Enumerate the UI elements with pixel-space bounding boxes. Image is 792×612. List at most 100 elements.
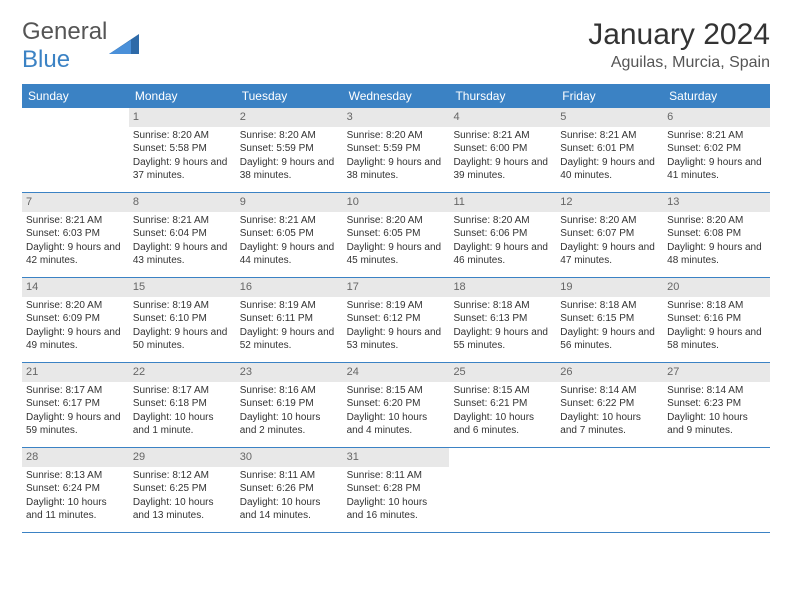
day-cell: 7Sunrise: 8:21 AMSunset: 6:03 PMDaylight… (22, 193, 129, 277)
sunrise-text: Sunrise: 8:14 AM (560, 384, 659, 398)
daylight-text: Daylight: 9 hours and 50 minutes. (133, 326, 232, 353)
sunset-text: Sunset: 6:11 PM (240, 312, 339, 326)
day-content: Sunrise: 8:18 AMSunset: 6:13 PMDaylight:… (449, 297, 556, 357)
sunset-text: Sunset: 6:18 PM (133, 397, 232, 411)
day-number: 1 (129, 108, 236, 127)
daylight-text: Daylight: 9 hours and 55 minutes. (453, 326, 552, 353)
day-cell: 6Sunrise: 8:21 AMSunset: 6:02 PMDaylight… (663, 108, 770, 192)
day-content (663, 452, 770, 512)
day-cell: 10Sunrise: 8:20 AMSunset: 6:05 PMDayligh… (343, 193, 450, 277)
daylight-text: Daylight: 9 hours and 48 minutes. (667, 241, 766, 268)
day-number: 18 (449, 278, 556, 297)
day-cell: 19Sunrise: 8:18 AMSunset: 6:15 PMDayligh… (556, 278, 663, 362)
day-cell: 2Sunrise: 8:20 AMSunset: 5:59 PMDaylight… (236, 108, 343, 192)
day-number: 23 (236, 363, 343, 382)
day-cell: 21Sunrise: 8:17 AMSunset: 6:17 PMDayligh… (22, 363, 129, 447)
sunrise-text: Sunrise: 8:19 AM (133, 299, 232, 313)
logo-text-2: Blue (22, 46, 70, 73)
sunrise-text: Sunrise: 8:12 AM (133, 469, 232, 483)
daylight-text: Daylight: 10 hours and 6 minutes. (453, 411, 552, 438)
day-number: 29 (129, 448, 236, 467)
day-number: 14 (22, 278, 129, 297)
weekday-header: Friday (556, 84, 663, 108)
day-number: 21 (22, 363, 129, 382)
day-cell: 11Sunrise: 8:20 AMSunset: 6:06 PMDayligh… (449, 193, 556, 277)
day-content: Sunrise: 8:20 AMSunset: 5:59 PMDaylight:… (343, 127, 450, 187)
daylight-text: Daylight: 10 hours and 14 minutes. (240, 496, 339, 523)
sunset-text: Sunset: 5:58 PM (133, 142, 232, 156)
day-cell (556, 448, 663, 532)
daylight-text: Daylight: 10 hours and 2 minutes. (240, 411, 339, 438)
day-number: 8 (129, 193, 236, 212)
day-cell: 8Sunrise: 8:21 AMSunset: 6:04 PMDaylight… (129, 193, 236, 277)
sunset-text: Sunset: 5:59 PM (240, 142, 339, 156)
day-cell: 31Sunrise: 8:11 AMSunset: 6:28 PMDayligh… (343, 448, 450, 532)
logo: General Blue (22, 18, 143, 74)
day-content (556, 452, 663, 512)
daylight-text: Daylight: 9 hours and 44 minutes. (240, 241, 339, 268)
day-cell: 23Sunrise: 8:16 AMSunset: 6:19 PMDayligh… (236, 363, 343, 447)
day-cell: 26Sunrise: 8:14 AMSunset: 6:22 PMDayligh… (556, 363, 663, 447)
day-number: 24 (343, 363, 450, 382)
daylight-text: Daylight: 10 hours and 16 minutes. (347, 496, 446, 523)
day-content: Sunrise: 8:20 AMSunset: 5:58 PMDaylight:… (129, 127, 236, 187)
sunset-text: Sunset: 6:07 PM (560, 227, 659, 241)
week-row: 1Sunrise: 8:20 AMSunset: 5:58 PMDaylight… (22, 108, 770, 193)
day-content: Sunrise: 8:15 AMSunset: 6:20 PMDaylight:… (343, 382, 450, 442)
sunrise-text: Sunrise: 8:20 AM (133, 129, 232, 143)
day-number: 4 (449, 108, 556, 127)
day-content: Sunrise: 8:21 AMSunset: 6:04 PMDaylight:… (129, 212, 236, 272)
day-number: 9 (236, 193, 343, 212)
calendar: SundayMondayTuesdayWednesdayThursdayFrid… (22, 84, 770, 533)
week-row: 28Sunrise: 8:13 AMSunset: 6:24 PMDayligh… (22, 448, 770, 533)
daylight-text: Daylight: 9 hours and 56 minutes. (560, 326, 659, 353)
daylight-text: Daylight: 9 hours and 59 minutes. (26, 411, 125, 438)
sunset-text: Sunset: 6:06 PM (453, 227, 552, 241)
sunset-text: Sunset: 6:00 PM (453, 142, 552, 156)
day-cell (449, 448, 556, 532)
sunset-text: Sunset: 5:59 PM (347, 142, 446, 156)
daylight-text: Daylight: 9 hours and 43 minutes. (133, 241, 232, 268)
day-number: 5 (556, 108, 663, 127)
sunrise-text: Sunrise: 8:19 AM (347, 299, 446, 313)
day-number: 20 (663, 278, 770, 297)
daylight-text: Daylight: 9 hours and 49 minutes. (26, 326, 125, 353)
day-content: Sunrise: 8:12 AMSunset: 6:25 PMDaylight:… (129, 467, 236, 527)
sunrise-text: Sunrise: 8:13 AM (26, 469, 125, 483)
day-number: 26 (556, 363, 663, 382)
weekday-header: Saturday (663, 84, 770, 108)
sunrise-text: Sunrise: 8:15 AM (453, 384, 552, 398)
sunrise-text: Sunrise: 8:20 AM (347, 214, 446, 228)
sunrise-text: Sunrise: 8:16 AM (240, 384, 339, 398)
day-cell: 25Sunrise: 8:15 AMSunset: 6:21 PMDayligh… (449, 363, 556, 447)
sunrise-text: Sunrise: 8:21 AM (133, 214, 232, 228)
sunrise-text: Sunrise: 8:20 AM (453, 214, 552, 228)
weekday-header: Tuesday (236, 84, 343, 108)
day-cell: 12Sunrise: 8:20 AMSunset: 6:07 PMDayligh… (556, 193, 663, 277)
sunset-text: Sunset: 6:23 PM (667, 397, 766, 411)
sunset-text: Sunset: 6:12 PM (347, 312, 446, 326)
day-content (22, 112, 129, 172)
sunset-text: Sunset: 6:15 PM (560, 312, 659, 326)
day-content: Sunrise: 8:19 AMSunset: 6:12 PMDaylight:… (343, 297, 450, 357)
day-cell: 29Sunrise: 8:12 AMSunset: 6:25 PMDayligh… (129, 448, 236, 532)
sunset-text: Sunset: 6:22 PM (560, 397, 659, 411)
day-cell: 27Sunrise: 8:14 AMSunset: 6:23 PMDayligh… (663, 363, 770, 447)
day-number: 2 (236, 108, 343, 127)
sunrise-text: Sunrise: 8:19 AM (240, 299, 339, 313)
sunrise-text: Sunrise: 8:11 AM (240, 469, 339, 483)
day-cell: 5Sunrise: 8:21 AMSunset: 6:01 PMDaylight… (556, 108, 663, 192)
sunset-text: Sunset: 6:25 PM (133, 482, 232, 496)
day-content: Sunrise: 8:17 AMSunset: 6:18 PMDaylight:… (129, 382, 236, 442)
weekday-header: Sunday (22, 84, 129, 108)
day-content: Sunrise: 8:21 AMSunset: 6:03 PMDaylight:… (22, 212, 129, 272)
sunrise-text: Sunrise: 8:21 AM (667, 129, 766, 143)
day-content: Sunrise: 8:21 AMSunset: 6:01 PMDaylight:… (556, 127, 663, 187)
sunrise-text: Sunrise: 8:11 AM (347, 469, 446, 483)
weekday-header-row: SundayMondayTuesdayWednesdayThursdayFrid… (22, 84, 770, 108)
sunrise-text: Sunrise: 8:14 AM (667, 384, 766, 398)
day-content: Sunrise: 8:11 AMSunset: 6:28 PMDaylight:… (343, 467, 450, 527)
day-content: Sunrise: 8:13 AMSunset: 6:24 PMDaylight:… (22, 467, 129, 527)
day-number: 27 (663, 363, 770, 382)
day-content: Sunrise: 8:11 AMSunset: 6:26 PMDaylight:… (236, 467, 343, 527)
